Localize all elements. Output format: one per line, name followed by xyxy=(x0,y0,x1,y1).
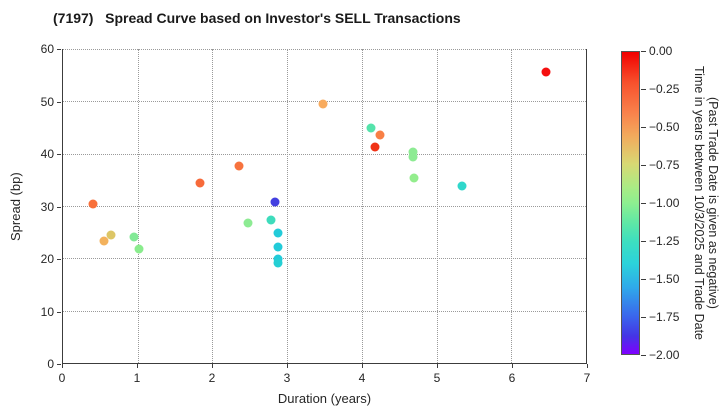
data-point xyxy=(366,123,376,133)
colorbar-tick-label: −0.25 xyxy=(649,82,680,96)
gridline-horizontal xyxy=(63,49,586,50)
colorbar-tick-label: −0.75 xyxy=(649,158,680,172)
colorbar-tick-mark xyxy=(641,89,646,90)
colorbar-tick-label: −1.75 xyxy=(649,310,680,324)
gridline-vertical xyxy=(361,49,363,363)
colorbar-tick-mark xyxy=(641,279,646,280)
data-point xyxy=(270,197,280,207)
x-tick-label: 2 xyxy=(208,371,216,385)
gridline-vertical xyxy=(137,49,139,363)
gridline-vertical xyxy=(511,49,513,363)
x-tick-mark xyxy=(62,364,63,368)
colorbar-label: Time in years between 10/3/2025 and Trad… xyxy=(692,51,720,355)
x-tick-mark xyxy=(512,364,513,368)
x-tick-label: 6 xyxy=(508,371,516,385)
data-point xyxy=(266,215,276,225)
gridline-horizontal xyxy=(63,310,586,312)
data-point xyxy=(457,181,467,191)
plot-area xyxy=(62,49,587,364)
y-tick-mark xyxy=(57,311,61,313)
data-point xyxy=(134,244,144,254)
data-point xyxy=(129,232,139,242)
y-tick-mark xyxy=(57,206,61,208)
data-point xyxy=(99,236,109,246)
x-tick-label: 4 xyxy=(358,371,366,385)
colorbar-tick-label: −0.50 xyxy=(649,120,680,134)
gridline-vertical xyxy=(212,49,214,363)
colorbar-tick-mark xyxy=(641,165,646,166)
colorbar-tick-label: −2.00 xyxy=(649,348,680,362)
colorbar-tick-label: −1.50 xyxy=(649,272,680,286)
y-tick-mark xyxy=(57,154,61,155)
gridline-vertical xyxy=(436,49,438,363)
colorbar-tick-mark xyxy=(641,241,646,242)
colorbar-tick-label: −1.25 xyxy=(649,234,680,248)
x-tick-mark xyxy=(137,364,138,368)
data-point xyxy=(408,147,418,157)
y-tick-mark xyxy=(57,259,61,260)
y-tick-label: 10 xyxy=(40,304,54,319)
y-tick-mark xyxy=(57,364,61,365)
x-tick-label: 7 xyxy=(583,371,591,385)
y-tick-label: 30 xyxy=(40,199,54,214)
data-point xyxy=(541,67,551,76)
x-tick-label: 0 xyxy=(58,371,66,385)
y-tick-label: 40 xyxy=(40,147,54,161)
colorbar-label-line2: (Past Trade Date is given as negative) xyxy=(706,97,720,309)
x-tick-mark xyxy=(362,364,363,368)
y-tick-mark xyxy=(57,49,61,50)
x-tick-label: 3 xyxy=(283,371,291,385)
y-tick-mark xyxy=(57,101,61,103)
colorbar-label-line1: Time in years between 10/3/2025 and Trad… xyxy=(692,65,706,340)
data-point xyxy=(273,242,283,252)
x-tick-mark xyxy=(587,364,588,368)
data-point xyxy=(370,142,380,152)
y-tick-label: 50 xyxy=(40,94,54,109)
data-point xyxy=(195,178,205,188)
colorbar-tick-mark xyxy=(641,317,646,318)
x-tick-label: 1 xyxy=(133,371,141,385)
colorbar-tick-label: 0.00 xyxy=(649,44,673,58)
x-axis-label: Duration (years) xyxy=(62,391,587,406)
data-point xyxy=(318,99,328,109)
colorbar-tick-mark xyxy=(641,203,646,204)
y-tick-label: 60 xyxy=(40,42,54,56)
colorbar xyxy=(621,51,640,355)
data-point xyxy=(88,199,98,209)
data-point xyxy=(243,218,253,228)
colorbar-tick-label: −1.00 xyxy=(649,196,680,210)
x-axis-label-text: Duration (years) xyxy=(277,391,372,406)
gridline-horizontal xyxy=(63,153,586,155)
x-tick-label: 5 xyxy=(433,371,441,385)
data-point xyxy=(273,228,283,238)
data-point xyxy=(273,258,283,268)
x-tick-mark xyxy=(437,364,438,368)
data-point xyxy=(106,230,116,240)
data-point xyxy=(408,152,418,162)
y-tick-label: 20 xyxy=(40,252,54,266)
y-tick-label: 0 xyxy=(47,357,54,371)
data-point xyxy=(375,130,385,140)
x-tick-mark xyxy=(287,364,288,368)
gridline-vertical xyxy=(287,49,289,363)
colorbar-tick-mark xyxy=(641,51,646,52)
data-point xyxy=(409,173,419,183)
x-tick-mark xyxy=(212,364,213,368)
colorbar-tick-mark xyxy=(641,355,646,356)
gridline-horizontal xyxy=(63,206,586,207)
gridline-horizontal xyxy=(63,258,586,260)
chart-title: (7197) Spread Curve based on Investor's … xyxy=(53,10,461,26)
data-point xyxy=(234,161,244,171)
colorbar-tick-mark xyxy=(641,127,646,128)
